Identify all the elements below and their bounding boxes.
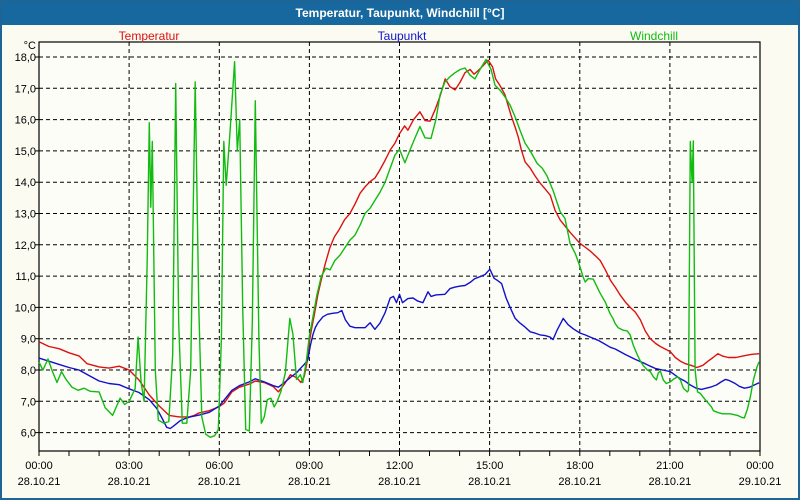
x-axis-date-label: 28.10.21	[468, 476, 511, 488]
x-axis-time-label: 03:00	[115, 460, 143, 472]
y-axis-tick-label: 16,0	[15, 115, 36, 127]
x-axis-date-label: 29.10.21	[739, 476, 782, 488]
y-axis-tick-label: 15,0	[15, 146, 36, 158]
x-axis-date-label: 28.10.21	[648, 476, 691, 488]
x-axis-time-label: 00:00	[746, 460, 774, 472]
legend-temperatur: Temperatur	[118, 29, 180, 43]
windchill-line	[38, 58, 760, 438]
taupunkt-line	[38, 268, 760, 430]
y-axis-tick-label: 8,0	[21, 365, 36, 377]
legend-taupunkt: Taupunkt	[377, 29, 427, 43]
x-axis-date-label: 28.10.21	[198, 476, 241, 488]
y-axis-tick-label: 6,0	[21, 428, 36, 440]
x-axis-time-label: 18:00	[566, 460, 594, 472]
y-axis-tick-label: 7,0	[21, 396, 36, 408]
x-axis-time-label: 12:00	[386, 460, 414, 472]
y-axis-tick-label: 11,0	[15, 271, 36, 283]
y-axis-tick-label: 12,0	[15, 240, 36, 252]
x-axis-time-label: 00:00	[25, 460, 53, 472]
window-title-bar: Temperatur, Taupunkt, Windchill [°C]	[2, 2, 798, 25]
page-title: Temperatur, Taupunkt, Windchill [°C]	[295, 6, 505, 20]
x-axis-date-label: 28.10.21	[288, 476, 331, 488]
legend-windchill: Windchill	[629, 29, 679, 43]
x-axis-date-label: 28.10.21	[18, 476, 61, 488]
y-axis-tick-label: 9,0	[21, 334, 36, 346]
y-axis-tick-label: 17,0	[15, 83, 36, 95]
x-axis-date-label: 28.10.21	[108, 476, 151, 488]
y-axis-tick-label: 18,0	[15, 52, 36, 64]
x-axis-time-label: 06:00	[206, 460, 234, 472]
x-axis-time-label: 21:00	[656, 460, 684, 472]
x-axis-date-label: 28.10.21	[378, 476, 421, 488]
x-axis-date-label: 28.10.21	[558, 476, 601, 488]
y-axis-tick-label: 13,0	[15, 209, 36, 221]
y-axis-tick-label: 10,0	[15, 302, 36, 314]
x-axis-time-label: 15:00	[476, 460, 504, 472]
y-axis-tick-label: 14,0	[15, 177, 36, 189]
y-axis-unit-label: °C	[24, 40, 36, 52]
temperatur-line	[38, 59, 760, 418]
x-axis-time-label: 09:00	[296, 460, 324, 472]
